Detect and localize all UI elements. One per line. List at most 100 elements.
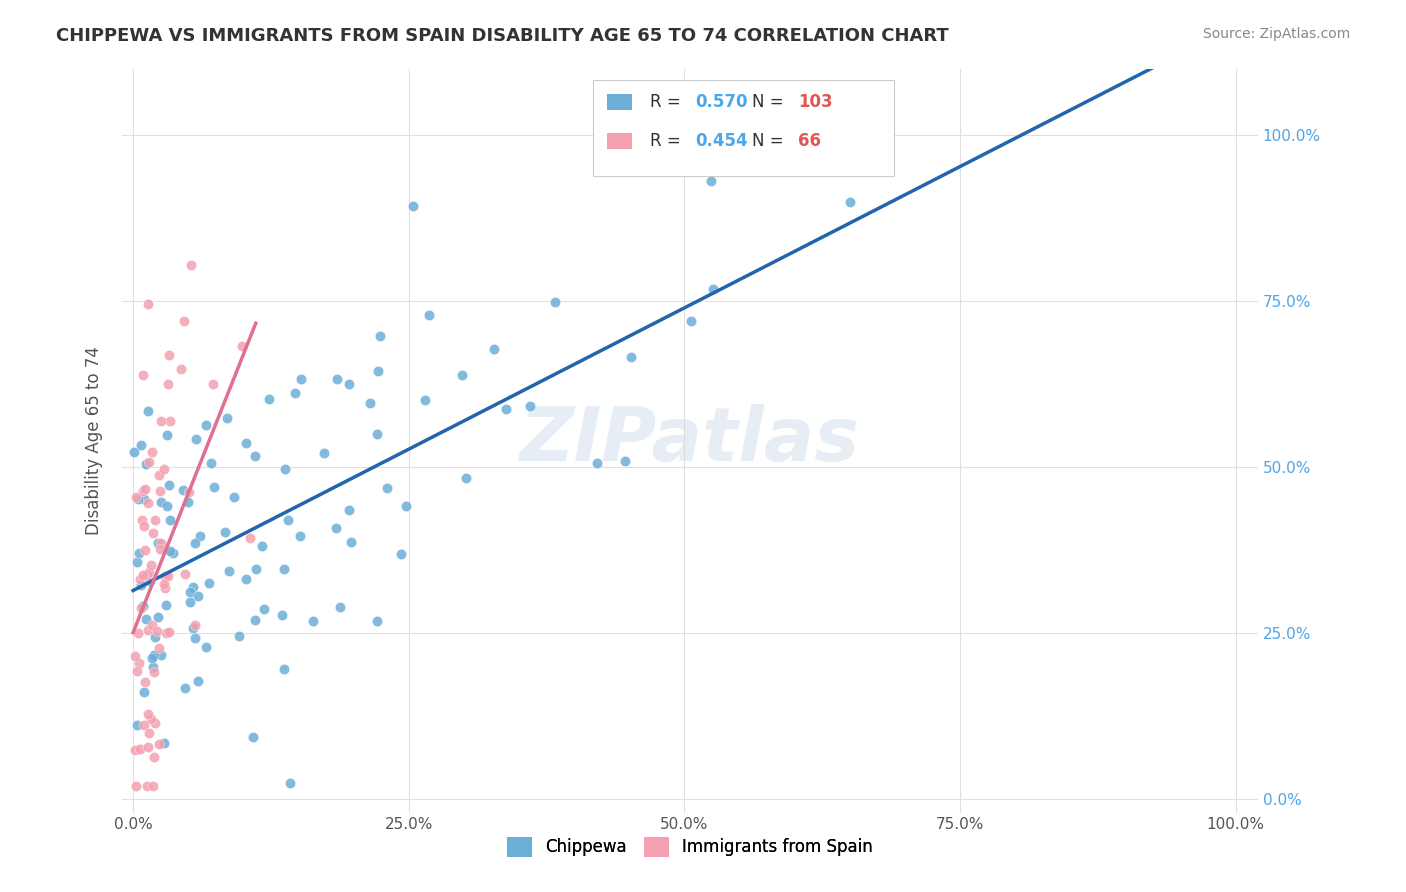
Point	[132, 718, 155, 732]
Point	[325, 372, 347, 386]
Point	[148, 641, 170, 656]
Point	[129, 600, 152, 615]
Point	[312, 446, 335, 460]
Point	[377, 481, 399, 495]
Point	[273, 662, 295, 676]
Point	[155, 500, 177, 514]
Point	[149, 536, 172, 550]
Point	[259, 392, 281, 406]
Point	[153, 569, 176, 583]
Text: N =: N =	[752, 132, 789, 150]
Point	[290, 372, 312, 386]
Text: R =: R =	[650, 132, 686, 150]
Point	[129, 578, 152, 592]
Point	[136, 297, 159, 311]
Point	[142, 525, 165, 540]
Point	[159, 414, 181, 428]
Point	[290, 529, 312, 543]
Point	[143, 648, 166, 662]
Point	[125, 664, 148, 678]
Point	[339, 377, 361, 392]
Legend: Chippewa, Immigrants from Spain: Chippewa, Immigrants from Spain	[501, 830, 880, 863]
Point	[125, 490, 148, 504]
Point	[359, 395, 381, 409]
Point	[143, 715, 166, 730]
Point	[153, 736, 176, 750]
Point	[132, 492, 155, 507]
Point	[155, 598, 177, 612]
Point	[395, 499, 418, 513]
Point	[131, 368, 153, 382]
Point	[125, 779, 148, 793]
Point	[141, 651, 163, 665]
Point	[495, 402, 517, 417]
Point	[586, 456, 609, 470]
Point	[228, 629, 250, 643]
Point	[222, 491, 245, 505]
Point	[172, 483, 194, 497]
Point	[183, 536, 205, 550]
FancyBboxPatch shape	[607, 94, 633, 111]
Point	[149, 483, 172, 498]
Point	[138, 565, 160, 579]
Point	[135, 567, 157, 582]
Point	[157, 376, 180, 391]
Point	[329, 599, 352, 614]
Text: 103: 103	[797, 93, 832, 111]
Point	[139, 574, 162, 588]
Point	[188, 529, 211, 543]
Point	[173, 314, 195, 328]
Text: 0.570: 0.570	[696, 93, 748, 111]
Point	[174, 567, 197, 582]
Point	[368, 328, 391, 343]
Point	[613, 454, 636, 468]
Point	[243, 449, 266, 463]
Point	[340, 535, 363, 549]
Point	[149, 414, 172, 428]
Point	[201, 377, 224, 392]
Point	[135, 612, 157, 626]
Point	[284, 385, 307, 400]
Point	[839, 194, 862, 209]
Point	[127, 717, 149, 731]
Point	[413, 393, 436, 408]
Point	[132, 568, 155, 582]
Text: 0.454: 0.454	[696, 132, 748, 150]
Point	[156, 428, 179, 442]
Point	[129, 742, 152, 756]
Point	[157, 624, 180, 639]
Point	[215, 411, 238, 425]
Text: R =: R =	[650, 93, 686, 111]
Point	[195, 418, 218, 433]
FancyBboxPatch shape	[593, 79, 894, 177]
Point	[131, 513, 153, 527]
Point	[184, 432, 207, 446]
Point	[253, 602, 276, 616]
Text: Source: ZipAtlas.com: Source: ZipAtlas.com	[1202, 27, 1350, 41]
Point	[129, 572, 152, 586]
Point	[177, 484, 200, 499]
Point	[155, 626, 177, 640]
Point	[200, 456, 222, 470]
Point	[153, 581, 176, 595]
Point	[157, 478, 180, 492]
Point	[239, 531, 262, 545]
Point	[218, 564, 240, 578]
Text: CHIPPEWA VS IMMIGRANTS FROM SPAIN DISABILITY AGE 65 TO 74 CORRELATION CHART: CHIPPEWA VS IMMIGRANTS FROM SPAIN DISABI…	[56, 27, 949, 45]
Point	[141, 445, 163, 459]
Point	[143, 750, 166, 764]
Point	[142, 659, 165, 673]
Point	[143, 513, 166, 527]
Point	[235, 572, 257, 586]
Point	[214, 524, 236, 539]
Point	[143, 665, 166, 679]
Point	[148, 737, 170, 751]
Point	[152, 577, 174, 591]
Point	[127, 491, 149, 506]
Point	[138, 454, 160, 468]
Point	[454, 471, 477, 485]
Point	[132, 483, 155, 498]
Y-axis label: Disability Age 65 to 74: Disability Age 65 to 74	[86, 346, 103, 535]
Point	[148, 609, 170, 624]
Point	[679, 314, 702, 328]
